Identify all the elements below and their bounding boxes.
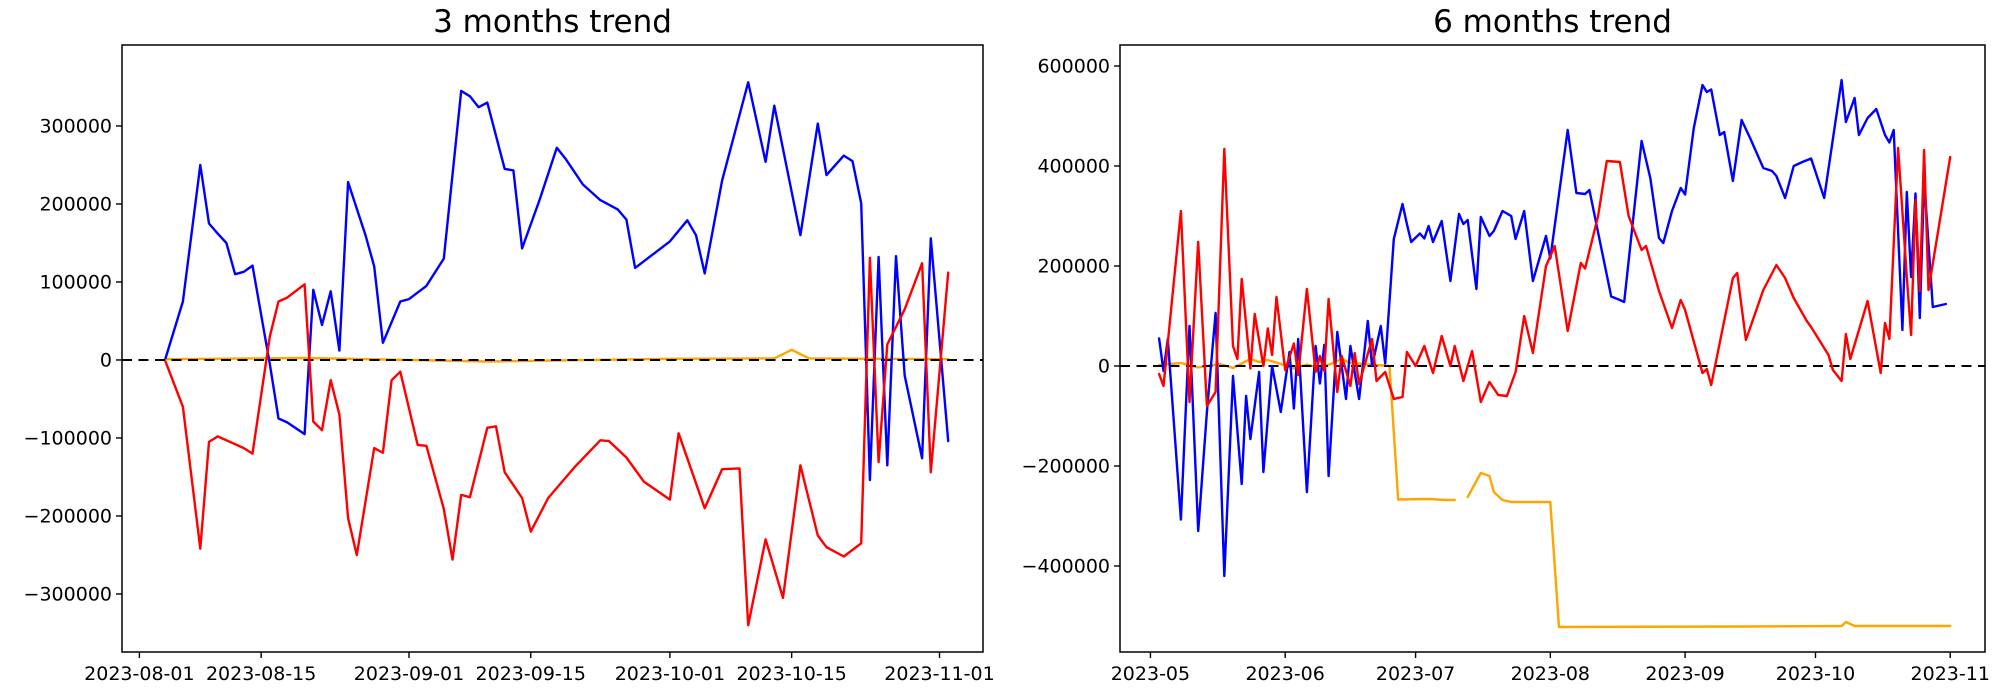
- y-tick-label: 200000: [1037, 256, 1110, 278]
- x-tick-label: 2023-08-01: [84, 663, 194, 685]
- plot-border: [1119, 44, 1986, 653]
- series-red-line: [1157, 146, 1952, 408]
- y-tick-label: 100000: [39, 271, 112, 293]
- y-tick-label: 0: [100, 349, 112, 371]
- plot-border: [121, 44, 984, 653]
- series-blue-line: [1157, 78, 1948, 578]
- y-tick-label: 400000: [1037, 156, 1110, 178]
- y-tick-label: −400000: [1022, 556, 1110, 578]
- chart-6-months-plot: 2023-05 2023-06 2023-07 2023-08 2023-09 2023-…: [1022, 44, 1990, 685]
- chart-6-months-panel: 6 months trend 2023-05 2023-06 2023-07 2023…: [1000, 0, 2000, 700]
- x-tick-label: 2023-11: [1911, 663, 1990, 685]
- chart-title-6-months: 6 months trend: [1433, 4, 1672, 40]
- chart-3-months-plot: 2023-08-01 2023-08-15 2023-09-01 2023-09-15…: [24, 44, 995, 685]
- y-tick-label: 600000: [1037, 56, 1110, 78]
- series-orange-line: [164, 348, 950, 363]
- x-tick-label: 2023-08-15: [206, 663, 316, 685]
- series-red-line: [164, 256, 950, 627]
- y-tick-label: 200000: [39, 193, 112, 215]
- x-tick-label: 2023-10: [1776, 663, 1855, 685]
- series-orange-line: [1466, 471, 1952, 629]
- x-tick-label: 2023-10-01: [615, 663, 725, 685]
- y-tick-label: −200000: [1022, 456, 1110, 478]
- x-tick-label: 2023-05: [1111, 663, 1190, 685]
- series-blue-line: [164, 81, 950, 482]
- x-tick-label: 2023-09: [1645, 663, 1724, 685]
- x-tick-label: 2023-11-01: [884, 663, 994, 685]
- y-tick-label: −200000: [24, 505, 112, 527]
- x-tick-label: 2023-09-01: [354, 663, 464, 685]
- chart-title-3-months: 3 months trend: [433, 4, 672, 40]
- y-tick-label: 300000: [39, 115, 112, 137]
- x-tick-label: 2023-06: [1245, 663, 1324, 685]
- y-tick-label: −100000: [24, 427, 112, 449]
- x-tick-label: 2023-10-15: [736, 663, 846, 685]
- y-tick-label: 0: [1098, 356, 1110, 378]
- x-tick-label: 2023-09-15: [476, 663, 586, 685]
- x-tick-label: 2023-07: [1376, 663, 1455, 685]
- y-tick-label: −300000: [24, 583, 112, 605]
- chart-3-months-panel: 3 months trend 2023-08-01 2023-08-15 2023-…: [24, 4, 995, 685]
- x-tick-label: 2023-08: [1511, 663, 1590, 685]
